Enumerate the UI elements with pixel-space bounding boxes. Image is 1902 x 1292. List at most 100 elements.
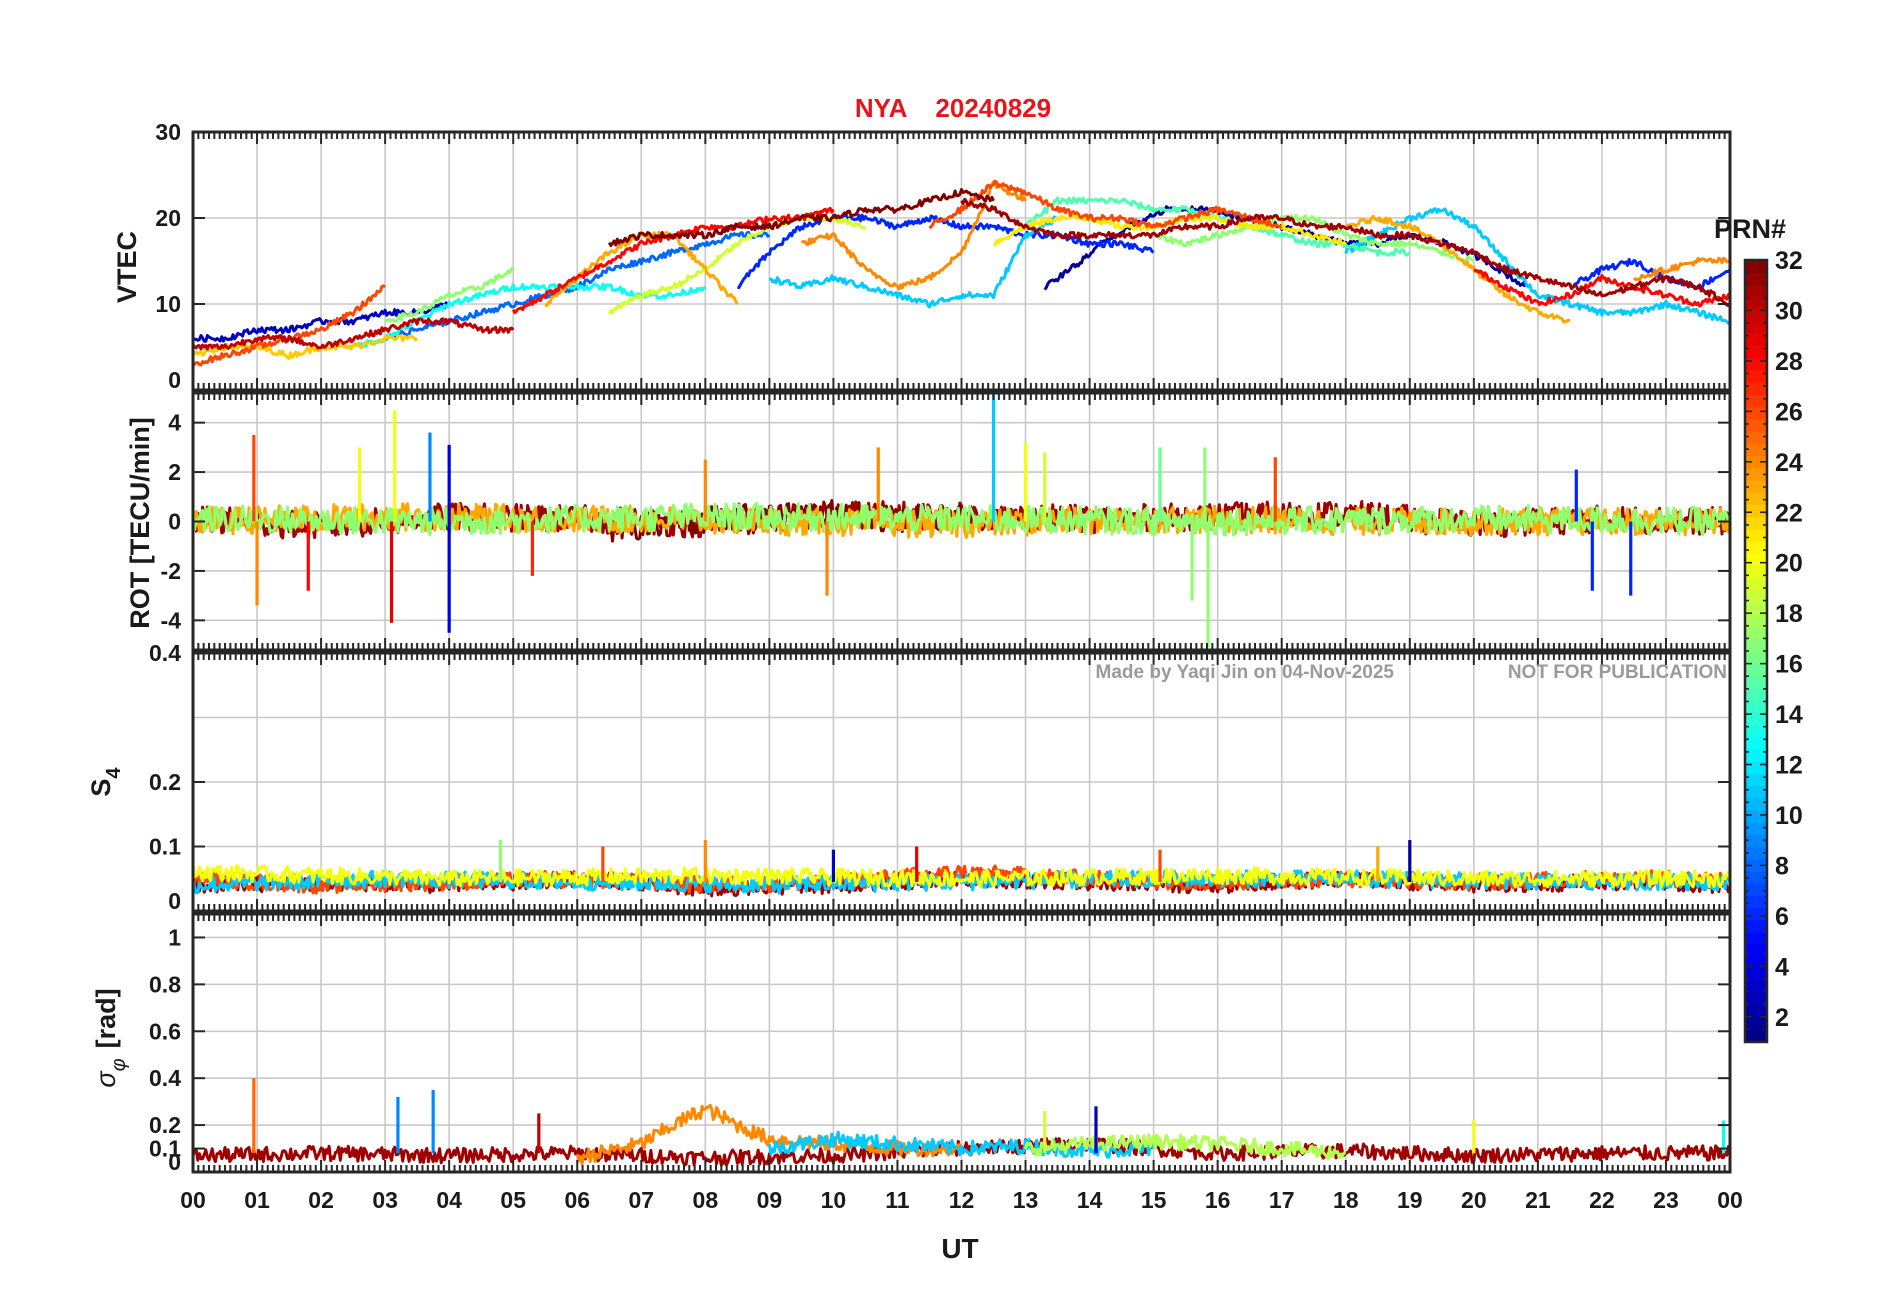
- vtec-lines: [191, 179, 1732, 367]
- y-tick-label: 0.1: [149, 834, 181, 860]
- series-line-prn-28: [1473, 268, 1731, 308]
- y-tick-label: 0.4: [149, 640, 181, 666]
- colorbar-tick-label: 20: [1775, 550, 1803, 578]
- x-tick-label: 17: [1269, 1187, 1295, 1213]
- series-line-prn-6: [1568, 257, 1732, 290]
- colorbar-segment: [1745, 858, 1767, 872]
- colorbar-segment: [1745, 296, 1767, 310]
- colorbar-segment: [1745, 944, 1767, 958]
- y-tick-label: -2: [161, 558, 181, 584]
- series-line-prn-17: [384, 266, 515, 323]
- colorbar-segment: [1745, 272, 1767, 286]
- colorbar-segment: [1745, 260, 1767, 273]
- colorbar-segment: [1745, 626, 1767, 640]
- colorbar-tick-label: 26: [1775, 398, 1803, 426]
- colorbar-segment: [1745, 553, 1767, 567]
- sigma-phi-y-label-unit: [rad]: [91, 988, 121, 1048]
- series-line-prn-30: [191, 317, 515, 351]
- colorbar-segment: [1745, 1005, 1767, 1019]
- colorbar-segment: [1745, 333, 1767, 347]
- colorbar-segment: [1745, 382, 1767, 396]
- colorbar-segment: [1745, 418, 1767, 432]
- x-tick-label: 15: [1141, 1187, 1167, 1213]
- colorbar-segment: [1745, 651, 1767, 664]
- colorbar-title: PRN#: [1714, 214, 1786, 244]
- vtec-y-label: VTEC: [112, 231, 142, 303]
- rot-y-label: ROT [TECU/min]: [125, 417, 155, 628]
- title-date: 20240829: [935, 93, 1051, 123]
- panel-rot: -4 -2 0 2 4 ROT [TECU/min]: [125, 391, 1732, 652]
- rot-axes-frame: [191, 391, 1732, 652]
- colorbar-segment: [1745, 797, 1767, 811]
- colorbar-segment: [1745, 541, 1767, 554]
- colorbar-tick-label: 22: [1775, 499, 1803, 527]
- colorbar-segment: [1745, 712, 1767, 725]
- colorbar-segment: [1745, 773, 1767, 787]
- colorbar-tick-label: 32: [1775, 247, 1803, 275]
- series-line-prn-6: [736, 213, 1155, 290]
- colorbar-segment: [1745, 870, 1767, 884]
- colorbar-segment: [1745, 907, 1767, 921]
- x-tick-label: 14: [1077, 1187, 1103, 1213]
- y-tick-label: 0.8: [149, 971, 181, 997]
- sigma-phi-y-tick-labels: 00.10.2 0.4 0.6 0.8 1: [149, 924, 181, 1175]
- series-line-prn-20: [191, 864, 1732, 889]
- x-tick-label: 06: [564, 1187, 590, 1213]
- colorbar-segment: [1745, 516, 1767, 530]
- colorbar-segment: [1745, 675, 1767, 689]
- panel-vtec: 0 10 20 30 VTEC: [112, 119, 1732, 393]
- colorbar-segment: [1745, 883, 1767, 896]
- watermark-author: Made by Yaqi Jin on 04-Nov-2025: [1096, 662, 1395, 683]
- s4-y-tick-labels: 0 0.1 0.2 0.4: [149, 640, 181, 914]
- x-tick-label: 00: [180, 1187, 206, 1213]
- colorbar-segment: [1745, 760, 1767, 774]
- series-line-prn-24: [575, 1103, 963, 1166]
- colorbar-tick-label: 4: [1775, 953, 1789, 981]
- colorbar-segment: [1745, 479, 1767, 493]
- colorbar-segment: [1745, 993, 1767, 1006]
- x-tick-label: 23: [1653, 1187, 1679, 1213]
- colorbar-segment: [1745, 308, 1767, 322]
- x-tick-label: 19: [1397, 1187, 1423, 1213]
- colorbar-segment: [1745, 345, 1767, 359]
- x-tick-labels: 00 01 02 03 04 05 06 07 08 09 10 11 12 13 14 15 16 17 18 19…: [180, 1187, 1743, 1213]
- y-tick-label: 0.2: [149, 1112, 181, 1138]
- x-tick-label: 00: [1717, 1187, 1743, 1213]
- x-tick-label: 04: [436, 1187, 462, 1213]
- colorbar-segment: [1745, 565, 1767, 579]
- colorbar-segment: [1745, 699, 1767, 713]
- colorbar-segment: [1745, 492, 1767, 505]
- colorbar-segment: [1745, 406, 1767, 420]
- colorbar-segment: [1745, 846, 1767, 860]
- x-tick-label: 20: [1461, 1187, 1487, 1213]
- sigma-phi-y-label-sigma: σ: [91, 1070, 121, 1088]
- colorbar-segment: [1745, 980, 1767, 994]
- series-line-prn-32: [607, 188, 995, 247]
- series-line-prn-31: [960, 197, 1731, 307]
- chart-title: NYA 20240829: [855, 93, 1051, 123]
- y-tick-label: 0.2: [149, 769, 181, 795]
- panel-s4: 0 0.1 0.2 0.4 S4 Made by Yaqi Jin on 04-Nov…: [86, 640, 1732, 914]
- x-axis-label: UT: [941, 1233, 978, 1264]
- x-tick-label: 22: [1589, 1187, 1615, 1213]
- x-tick-label: 02: [308, 1187, 334, 1213]
- colorbar-segment: [1745, 736, 1767, 750]
- colorbar-tick-label: 16: [1775, 651, 1803, 679]
- colorbar-tick-label: 8: [1775, 852, 1789, 880]
- colorbar-segment: [1745, 663, 1767, 677]
- x-tick-label: 18: [1333, 1187, 1359, 1213]
- y-tick-label: 10: [155, 291, 181, 317]
- y-tick-label: -4: [161, 607, 182, 633]
- series-line-prn-23: [1345, 214, 1571, 324]
- colorbar-segment: [1745, 968, 1767, 982]
- colorbar-segment: [1745, 431, 1767, 444]
- colorbar-segment: [1745, 467, 1767, 481]
- colorbar-segment: [1745, 284, 1767, 298]
- sigma-phi-y-label-sub: φ: [108, 1058, 130, 1071]
- s4-y-label-main: S: [86, 779, 116, 797]
- rot-lines: [191, 393, 1732, 648]
- colorbar-segment: [1745, 577, 1767, 591]
- colorbar-tick-label: 12: [1775, 752, 1803, 780]
